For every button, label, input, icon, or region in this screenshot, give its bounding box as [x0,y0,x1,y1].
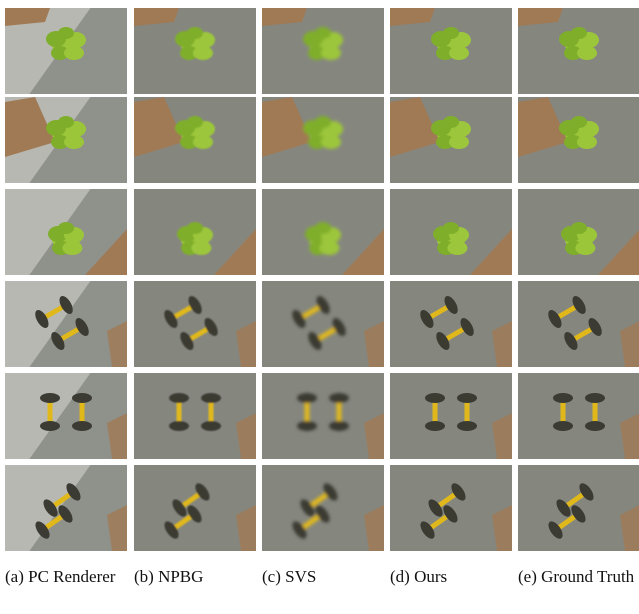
leaf [58,222,74,234]
carpet [390,373,512,459]
dumbbell-plate [297,393,317,403]
photo [262,465,384,551]
photo [390,281,512,367]
photo [518,373,639,459]
caption: (c) SVS [262,566,384,587]
dumbbell-plate [72,393,92,403]
photo [134,373,256,459]
carpet [262,373,384,459]
photo [134,465,256,551]
dumbbell-plate [553,393,573,403]
leaf [315,27,331,39]
photo [5,465,127,551]
leaf [449,46,469,60]
leaf [571,116,587,128]
leaf [577,46,597,60]
leaf [62,241,82,255]
photo [134,281,256,367]
carpet [518,373,639,459]
photo [518,97,639,183]
dumbbell-plate [40,421,60,431]
photo [262,8,384,94]
dumbbell-plate [40,393,60,403]
photo [134,97,256,183]
dumbbell-plate [297,421,317,431]
dumbbell-plate [425,421,445,431]
photo [518,465,639,551]
dumbbell-plate [553,421,573,431]
carpet [134,281,256,367]
leaf [443,27,459,39]
leaf [319,241,339,255]
caption: (e) Ground Truth [518,566,639,587]
leaf [321,135,341,149]
dumbbell-plate [585,421,605,431]
dumbbell-plate [201,421,221,431]
dumbbell-plate [72,421,92,431]
leaf [577,135,597,149]
photo [5,189,127,275]
leaf [191,241,211,255]
photo [518,8,639,94]
leaf [64,135,84,149]
photo [390,465,512,551]
photo [5,97,127,183]
dumbbell-plate [457,393,477,403]
leaf [187,222,203,234]
leaf [321,46,341,60]
photo [134,8,256,94]
dumbbell-plate [169,393,189,403]
figure: (a) PC Ren­derer (b) NPBG (c) SVS (d) Ou… [0,0,639,614]
leaf [315,116,331,128]
photo [5,373,127,459]
photo [518,189,639,275]
leaf [58,27,74,39]
caption: (a) PC Ren­derer [5,566,127,587]
dumbbell-plate [169,421,189,431]
photo [5,8,127,94]
dumbbell-plate [457,421,477,431]
photo [518,281,639,367]
carpet [518,281,639,367]
leaf [193,135,213,149]
caption: (d) Ours [390,566,512,587]
photo [390,373,512,459]
dumbbell-plate [585,393,605,403]
photo [134,189,256,275]
photo [390,8,512,94]
dumbbell-plate [425,393,445,403]
dumbbell-plate [329,393,349,403]
carpet [262,281,384,367]
photo [262,97,384,183]
leaf [58,116,74,128]
leaf [315,222,331,234]
leaf [449,135,469,149]
photo [262,373,384,459]
photo [390,97,512,183]
caption: (b) NPBG [134,566,256,587]
leaf [187,116,203,128]
leaf [64,46,84,60]
photo [5,281,127,367]
dumbbell-plate [201,393,221,403]
photo [262,189,384,275]
image-grid [0,0,639,560]
leaf [193,46,213,60]
carpet [134,373,256,459]
leaf [571,222,587,234]
leaf [443,116,459,128]
carpet [390,281,512,367]
leaf [443,222,459,234]
leaf [187,27,203,39]
dumbbell-plate [329,421,349,431]
leaf [571,27,587,39]
leaf [575,241,595,255]
photo [262,281,384,367]
leaf [447,241,467,255]
photo [390,189,512,275]
